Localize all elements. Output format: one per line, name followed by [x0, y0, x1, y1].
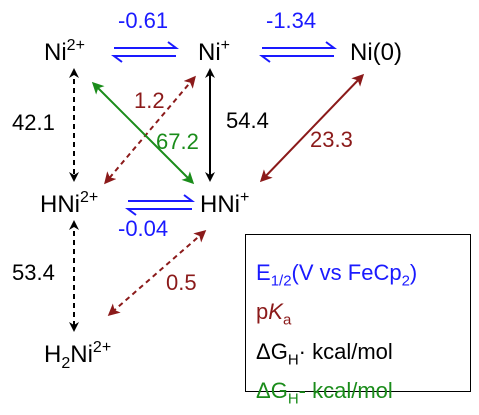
redox-value-ni2-ni1: -0.61 — [118, 8, 168, 33]
species-hni2plus: HNi2+ — [40, 189, 98, 218]
legend-redox: E1/2(V vs FeCp2) — [256, 260, 418, 290]
legend-dgh-radical: ΔGH· kcal/mol — [256, 338, 393, 369]
arrow-ni0-hni1 — [259, 73, 365, 183]
arrow-ni2-hni1 — [91, 81, 195, 185]
dgh-value-ni1-hni1: 54.4 — [226, 108, 269, 133]
species-ni1plus: Ni+ — [198, 37, 230, 66]
arrow-hni1-h2ni2 — [107, 230, 207, 316]
thermochemical-scheme: Ni2+ Ni+ Ni(0) HNi2+ HNi+ H2Ni2+ -0.61 -… — [12, 8, 402, 372]
legend-box: E1/2(V vs FeCp2) pKa ΔGH· kcal/mol ΔGH- … — [245, 234, 471, 408]
pka-value-hni1-h2ni2: 0.5 — [166, 270, 197, 295]
pka-value-ni0-hni1: 23.3 — [310, 127, 353, 152]
equilibrium-hni2-hni1 — [125, 194, 195, 216]
species-ni0: Ni(0) — [350, 39, 402, 66]
pka-value-ni1-hni2: 1.2 — [134, 88, 165, 113]
redox-value-hni2-hni1: -0.04 — [118, 216, 168, 241]
equilibrium-ni1-ni0 — [259, 41, 337, 63]
dghminus-value-ni2-hni1: 67.2 — [156, 129, 199, 154]
species-hni1plus: HNi+ — [200, 189, 249, 218]
species-h2ni2plus: H2Ni2+ — [44, 339, 111, 372]
legend-dgh-hydride: ΔGH- kcal/mol — [256, 378, 393, 408]
equilibrium-ni2-ni1 — [111, 41, 179, 63]
redox-value-ni1-ni0: -1.34 — [266, 8, 316, 33]
legend-pka: pKa — [256, 299, 292, 329]
dgh-value-hni2-h2ni2: 53.4 — [12, 260, 55, 285]
dgh-value-ni2-hni2: 42.1 — [12, 110, 55, 135]
species-ni2plus: Ni2+ — [44, 37, 85, 66]
